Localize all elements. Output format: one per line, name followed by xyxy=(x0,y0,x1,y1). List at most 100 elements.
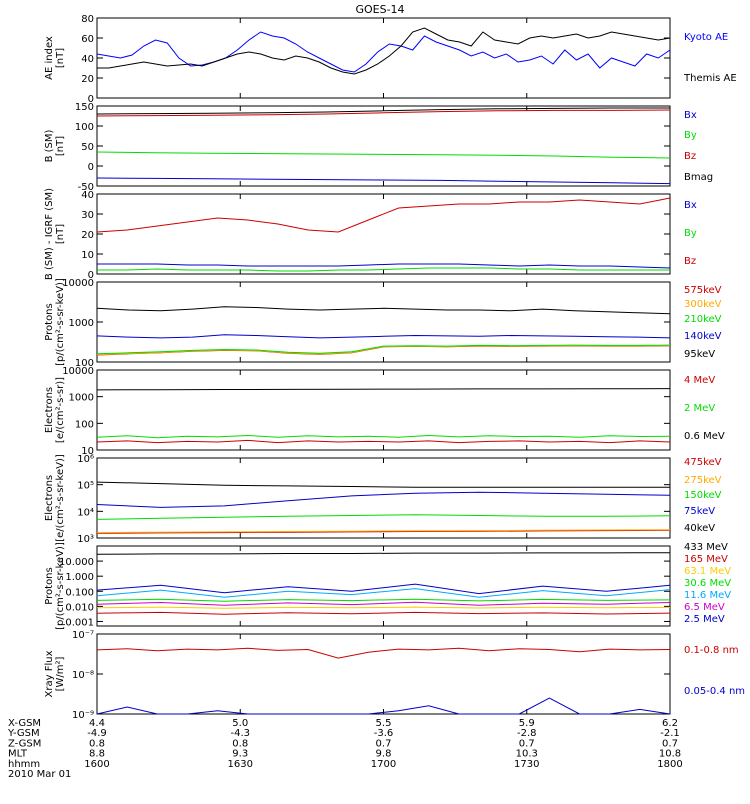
plot-title: GOES-14 xyxy=(355,3,404,16)
ephemeris-value: 6.2 xyxy=(662,718,678,729)
ephemeris-value: 5.9 xyxy=(519,718,535,729)
legend-label: Kyoto AE xyxy=(684,32,728,43)
y-axis-label: B (SM) - IGRF (SM)[nT] xyxy=(44,188,66,280)
y-tick-label: 1.000 xyxy=(65,572,94,583)
ephemeris-value: -2.8 xyxy=(517,728,537,739)
series-line-bz xyxy=(96,197,671,233)
legend-label: 2 MeV xyxy=(684,403,715,414)
ephemeris-value: 0.7 xyxy=(376,738,392,749)
ephemeris-value: 10.3 xyxy=(516,749,538,760)
series-line-30-6-mev xyxy=(96,598,671,602)
series-line-433-mev xyxy=(96,552,671,555)
series-line-by xyxy=(97,267,670,272)
legend-label: 0.6 MeV xyxy=(684,431,725,442)
legend-label: Bx xyxy=(684,200,697,211)
ephemeris-value: -4.3 xyxy=(230,728,250,739)
y-tick-label: 40 xyxy=(81,190,94,201)
y-tick-label: 150 xyxy=(75,102,94,113)
ephemeris-value: 5.0 xyxy=(232,718,248,729)
y-tick-label: 0.010 xyxy=(65,602,94,613)
y-tick-label: 10⁻⁹ xyxy=(72,710,94,721)
legend-label: 475keV xyxy=(684,457,722,468)
series-line-140kev xyxy=(96,334,671,339)
ephemeris-row-label: Y-GSM xyxy=(7,728,40,739)
panel-bsm: -50 0 50 100 150 B (SM)[nT] Bx By Bz Bmag xyxy=(44,102,713,193)
y-tick-label: 1000 xyxy=(69,318,94,329)
legend-label: 6.5 MeV xyxy=(684,602,725,613)
legend-label: Bx xyxy=(684,110,697,121)
ephemeris-value: 9.8 xyxy=(376,749,392,760)
panel-xray: 10⁻⁹ 10⁻⁸ 10⁻⁷ Xray Flux[W/m²] 0.1-0.8 nm 0.0… xyxy=(44,630,745,721)
series-line-themis-ae xyxy=(97,27,671,75)
ephemeris-table: X-GSM 4.4 5.0 5.5 5.9 6.2 Y-GSM -4.9 -4.3 -3.6 -2.… xyxy=(7,718,683,780)
y-tick-label: 10 xyxy=(81,446,94,457)
y-tick-label: 100 xyxy=(75,122,94,133)
legend-label: 210keV xyxy=(684,314,722,325)
ephemeris-value: 0.8 xyxy=(232,738,248,749)
y-tick-label: 80 xyxy=(81,14,94,25)
panel-frame xyxy=(96,193,671,275)
legend-label: 11.6 MeV xyxy=(684,590,731,601)
series-line-2-mev xyxy=(96,434,671,439)
y-tick-label: 10⁵ xyxy=(77,481,94,492)
legend-label: Bmag xyxy=(684,172,713,183)
legend-label: By xyxy=(684,228,697,239)
y-tick-label: 10000 xyxy=(62,366,94,377)
ephemeris-value: 1600 xyxy=(84,759,109,770)
y-axis-label: AE index[nT] xyxy=(44,36,66,80)
panel-bigrf: 0 10 20 30 40 B (SM) - IGRF (SM)[nT] Bx By Bz xyxy=(44,188,697,281)
series-line-11-6-mev xyxy=(96,588,671,598)
series-line-40kev xyxy=(96,481,670,488)
ephemeris-value: 1630 xyxy=(228,759,253,770)
ephemeris-value: 0.7 xyxy=(519,738,535,749)
y-axis-label: Protons[p/(cm²-s-sr-keV)] xyxy=(44,278,66,366)
legend-label: 275keV xyxy=(684,475,722,486)
ephemeris-row-label: hhmm xyxy=(8,759,40,770)
y-tick-label: 100 xyxy=(75,358,94,369)
y-tick-label: 0 xyxy=(88,162,94,173)
y-tick-label: 100 xyxy=(75,419,94,430)
y-tick-label: 0.100 xyxy=(65,587,94,598)
y-tick-label: 0 xyxy=(88,94,94,105)
ephemeris-value: -4.9 xyxy=(87,728,107,739)
legend-label: 75keV xyxy=(684,506,715,517)
y-tick-label: 0.001 xyxy=(65,617,94,628)
ephemeris-value: 0.7 xyxy=(662,738,678,749)
y-tick-label: 10⁻⁷ xyxy=(72,630,94,641)
legend-label: 95keV xyxy=(684,349,715,360)
legend-label: 0.1-0.8 nm xyxy=(684,645,739,656)
series-line-63-1-mev xyxy=(96,606,671,609)
ephemeris-value: 8.8 xyxy=(89,749,105,760)
y-tick-label: 20 xyxy=(81,230,94,241)
y-tick-label: 10.000 xyxy=(59,557,94,568)
y-tick-label: 30 xyxy=(81,210,94,221)
y-tick-label: 50 xyxy=(81,142,94,153)
series-line-75kev xyxy=(96,491,671,508)
y-tick-label: 10 xyxy=(81,250,94,261)
y-tick-label: 1000 xyxy=(69,393,94,404)
legend-label: Themis AE xyxy=(683,73,737,84)
panel-frame xyxy=(96,457,671,539)
ephemeris-value: 1730 xyxy=(514,759,539,770)
panel-ae: 0 20 40 60 80 AE index[nT] Kyoto AE Themis AE xyxy=(44,14,737,105)
y-tick-label: 10⁴ xyxy=(77,507,94,518)
y-tick-label: 20 xyxy=(81,74,94,85)
panel-frame xyxy=(96,633,671,715)
legend-label: 575keV xyxy=(684,285,722,296)
series-line-bz xyxy=(96,109,671,117)
series-line-bx xyxy=(96,177,671,185)
series-line-150kev xyxy=(96,514,671,520)
plot-date: 2010 Mar 01 xyxy=(8,769,71,780)
legend-label: Bz xyxy=(684,151,696,162)
y-axis-label: B (SM)[nT] xyxy=(44,129,66,162)
y-axis-label: Xray Flux[W/m²] xyxy=(44,650,66,697)
legend-label: 300keV xyxy=(684,299,722,310)
series-line-210kev xyxy=(96,344,671,355)
legend-label: 433 MeV xyxy=(684,542,728,553)
series-line-bx xyxy=(97,263,671,269)
panel-electrons-low: 10³ 10⁴ 10⁵ 10⁶ Electrons[e/(cm²-s-sr-keV)] 4… xyxy=(44,454,722,545)
legend-label: Bz xyxy=(684,256,696,267)
